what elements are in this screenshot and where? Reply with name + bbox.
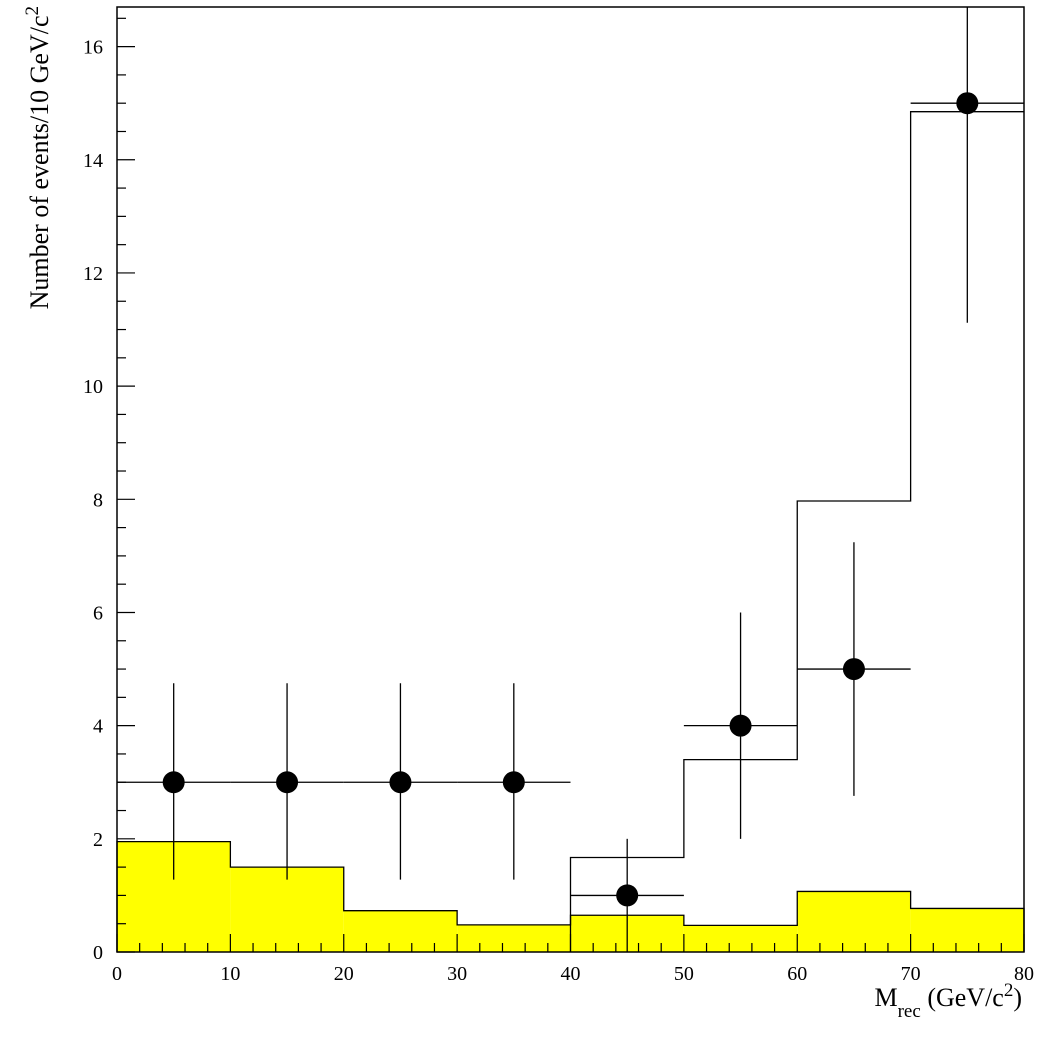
y-tick-label-16: 16 [83, 37, 103, 59]
x-tick-label-50: 50 [674, 963, 694, 985]
x-tick-label-30: 30 [447, 963, 467, 985]
y-tick-label-4: 4 [93, 716, 103, 738]
data-point-5 [729, 714, 752, 737]
y-axis-title: Number of events/10 GeV/c2 [22, 6, 55, 309]
x-tick-label-80: 80 [1014, 963, 1034, 985]
data-point-4 [616, 884, 639, 907]
y-tick-label-12: 12 [83, 263, 103, 285]
x-axis-title-sup: 2 [1004, 980, 1014, 1001]
x-axis: 0 10 20 30 40 50 60 70 80 [112, 934, 1034, 985]
x-tick-label-60: 60 [787, 963, 807, 985]
background-bar-1 [230, 867, 344, 952]
data-point-7 [956, 92, 979, 115]
expected-histogram-layer [569, 111, 1024, 952]
data-points-layer [117, 7, 1024, 952]
data-point-6 [842, 658, 865, 681]
data-point-2 [389, 771, 412, 794]
plot-frame [116, 6, 1025, 953]
y-tick-label-6: 6 [93, 602, 103, 624]
expected-histogram-line [569, 111, 1024, 952]
data-point-0 [162, 771, 185, 794]
y-axis-title-main: Number of events/10 GeV/c [25, 16, 54, 310]
background-bar-3 [457, 924, 571, 952]
x-axis-title: Mrec (GeV/c2) [874, 980, 1022, 1022]
data-point-3 [502, 771, 525, 794]
x-tick-label-20: 20 [334, 963, 354, 985]
x-tick-label-40: 40 [561, 963, 581, 985]
background-bar-2 [343, 910, 458, 952]
data-point-1 [276, 771, 299, 794]
x-tick-label-0: 0 [112, 963, 122, 985]
y-tick-label-14: 14 [83, 150, 103, 172]
x-tick-label-10: 10 [220, 963, 240, 985]
background-bar-5 [683, 925, 798, 952]
y-axis: 0 2 4 6 8 10 12 14 16 [83, 17, 135, 964]
y-tick-label-8: 8 [93, 489, 103, 511]
x-axis-title-close: ) [1013, 983, 1022, 1012]
y-tick-label-0: 0 [93, 942, 103, 964]
y-axis-title-sup: 2 [22, 6, 43, 16]
x-axis-title-rest: (GeV/c [921, 983, 1004, 1012]
x-axis-title-sub: rec [898, 1001, 921, 1022]
background-bar-6 [797, 891, 911, 952]
y-tick-label-10: 10 [83, 376, 103, 398]
background-bar-7 [910, 908, 1024, 952]
x-tick-label-70: 70 [901, 963, 921, 985]
y-tick-label-2: 2 [93, 829, 103, 851]
x-axis-title-main: M [874, 983, 897, 1012]
